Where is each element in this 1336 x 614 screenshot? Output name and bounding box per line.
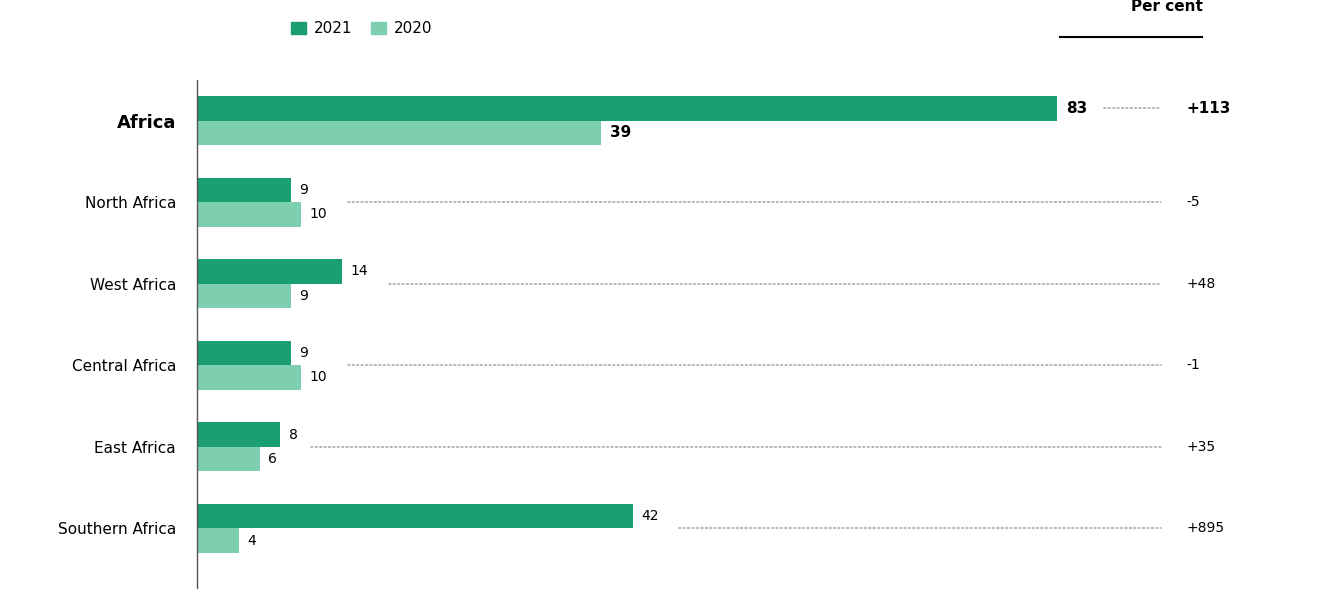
- Legend: 2021, 2020: 2021, 2020: [291, 21, 433, 36]
- Bar: [198, 202, 301, 227]
- Bar: [198, 504, 632, 528]
- Text: 83: 83: [1066, 101, 1088, 116]
- Bar: [198, 284, 291, 308]
- Text: -5: -5: [1186, 195, 1201, 209]
- Text: 8: 8: [289, 427, 298, 441]
- Text: +35: +35: [1186, 440, 1216, 454]
- Text: +113: +113: [1186, 101, 1232, 116]
- Bar: [198, 120, 601, 145]
- Text: 9: 9: [299, 183, 307, 197]
- Bar: [198, 447, 259, 471]
- Text: Per cent: Per cent: [1130, 0, 1202, 14]
- Text: +48: +48: [1186, 277, 1216, 290]
- Text: 4: 4: [247, 534, 257, 548]
- Bar: [198, 341, 291, 365]
- Text: 10: 10: [310, 370, 327, 384]
- Text: 39: 39: [609, 125, 631, 141]
- Bar: [198, 177, 291, 202]
- Bar: [198, 96, 1057, 120]
- Text: -1: -1: [1186, 358, 1201, 372]
- Bar: [198, 528, 239, 553]
- Bar: [198, 365, 301, 390]
- Bar: [198, 422, 281, 447]
- Text: 42: 42: [641, 509, 659, 523]
- Text: 10: 10: [310, 208, 327, 222]
- Bar: [198, 259, 342, 284]
- Text: +895: +895: [1186, 521, 1225, 535]
- Text: 6: 6: [267, 452, 277, 466]
- Text: 14: 14: [351, 265, 369, 278]
- Text: 9: 9: [299, 289, 307, 303]
- Text: 9: 9: [299, 346, 307, 360]
